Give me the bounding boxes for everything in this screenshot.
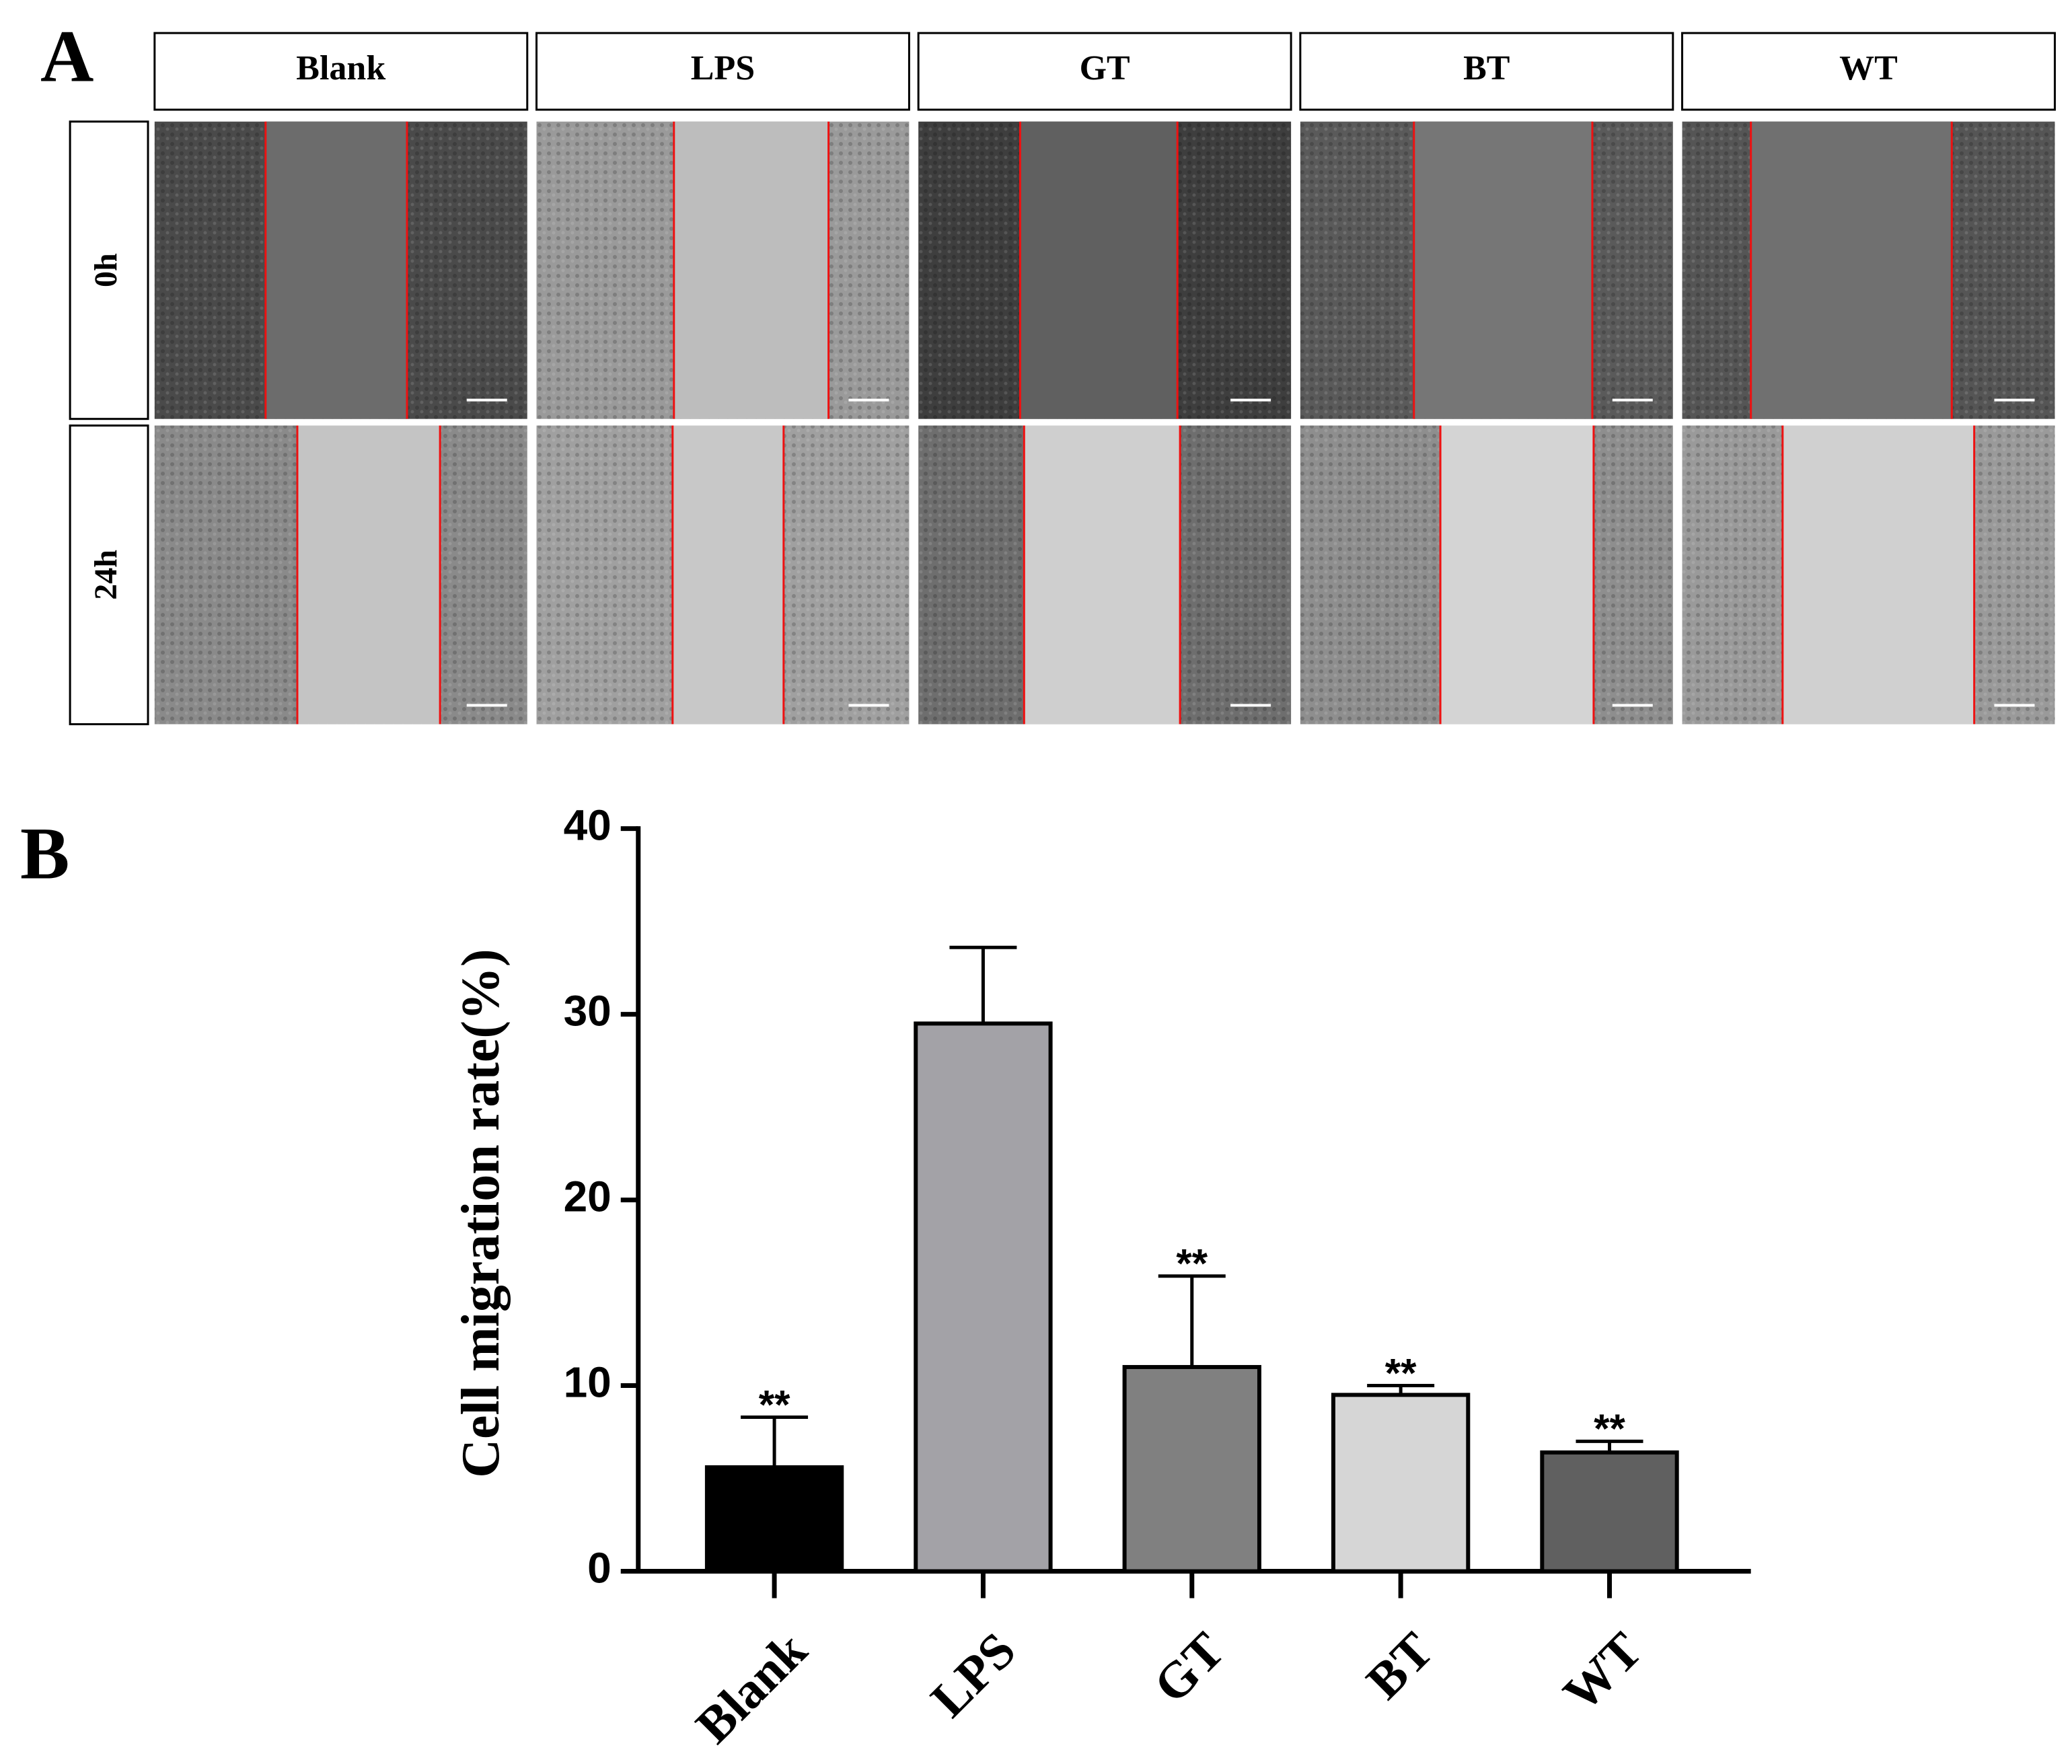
wound-area — [1413, 121, 1592, 419]
bar — [704, 1465, 844, 1574]
column-header-box — [917, 32, 1292, 111]
x-tick-label: LPS — [920, 1621, 1027, 1728]
column-header: WT — [1839, 49, 1898, 87]
column-header-box — [1681, 32, 2056, 111]
significance-label: ** — [1385, 1350, 1417, 1395]
x-tick-label: BT — [1356, 1621, 1444, 1710]
significance-label: ** — [1176, 1241, 1208, 1286]
column-header: Blank — [296, 49, 385, 87]
x-tick-label: Blank — [686, 1621, 818, 1754]
wound-area — [1020, 121, 1178, 419]
row-label-box — [69, 425, 149, 725]
bar — [1540, 1450, 1679, 1574]
y-tick-label: 10 — [564, 1358, 612, 1406]
wound-area — [672, 425, 784, 725]
row-label-box — [69, 120, 149, 420]
y-tick-label: 0 — [587, 1543, 612, 1592]
column-header: BT — [1463, 49, 1510, 87]
significance-label: ** — [1594, 1406, 1625, 1451]
wound-area — [1750, 121, 1952, 419]
panel-label: B — [20, 812, 69, 894]
bar — [914, 1021, 1053, 1574]
wound-area — [265, 121, 407, 419]
x-tick-label: WT — [1553, 1621, 1653, 1722]
y-axis-label: Cell migration rate(%) — [451, 949, 511, 1477]
bar — [1331, 1393, 1471, 1574]
y-tick-label: 40 — [564, 801, 612, 850]
column-header-box — [153, 32, 529, 111]
wound-area — [673, 121, 829, 419]
bar — [1122, 1364, 1261, 1574]
column-header-box — [1299, 32, 1674, 111]
wound-area — [1024, 425, 1181, 725]
y-tick-label: 20 — [564, 1172, 612, 1220]
panel-label: A — [40, 15, 94, 97]
row-label: 0h — [88, 253, 124, 287]
column-header: GT — [1080, 49, 1130, 87]
row-label: 24h — [88, 550, 124, 600]
significance-label: ** — [759, 1382, 790, 1427]
column-header-box — [535, 32, 910, 111]
wound-area — [297, 425, 441, 725]
x-tick-label: GT — [1143, 1621, 1235, 1714]
y-tick-label: 30 — [564, 986, 612, 1035]
column-header: LPS — [691, 49, 755, 87]
wound-area — [1440, 425, 1594, 725]
wound-area — [1782, 425, 1974, 725]
